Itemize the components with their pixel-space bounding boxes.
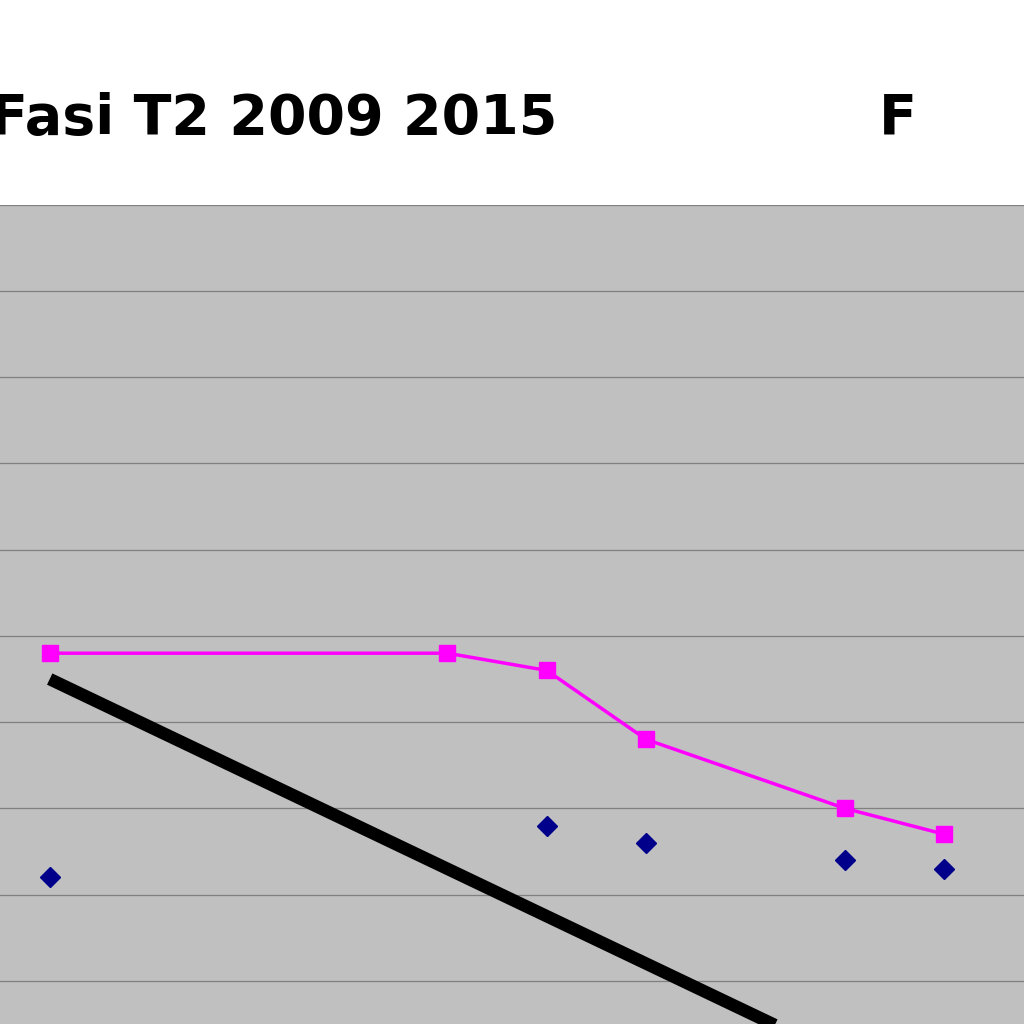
- Text: Fasi T2 2009 2015: Fasi T2 2009 2015: [0, 92, 557, 145]
- Text: F: F: [879, 92, 916, 145]
